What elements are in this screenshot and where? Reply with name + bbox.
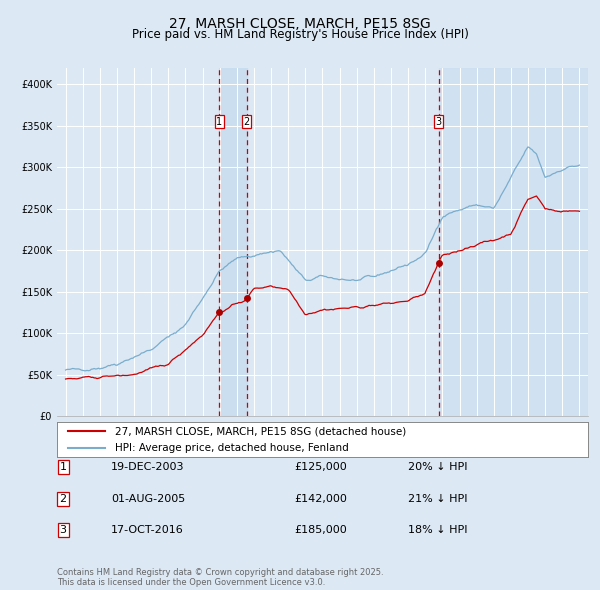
Text: 27, MARSH CLOSE, MARCH, PE15 8SG (detached house): 27, MARSH CLOSE, MARCH, PE15 8SG (detach…	[115, 427, 407, 437]
Text: 3: 3	[436, 117, 442, 127]
Text: HPI: Average price, detached house, Fenland: HPI: Average price, detached house, Fenl…	[115, 442, 349, 453]
Text: Price paid vs. HM Land Registry's House Price Index (HPI): Price paid vs. HM Land Registry's House …	[131, 28, 469, 41]
Text: £185,000: £185,000	[294, 525, 347, 535]
Text: 2: 2	[59, 494, 67, 503]
Text: 21% ↓ HPI: 21% ↓ HPI	[408, 494, 467, 503]
Text: 19-DEC-2003: 19-DEC-2003	[111, 463, 185, 472]
Text: 2: 2	[244, 117, 250, 127]
Text: 27, MARSH CLOSE, MARCH, PE15 8SG: 27, MARSH CLOSE, MARCH, PE15 8SG	[169, 17, 431, 31]
Text: 01-AUG-2005: 01-AUG-2005	[111, 494, 185, 503]
Text: £142,000: £142,000	[294, 494, 347, 503]
Text: 18% ↓ HPI: 18% ↓ HPI	[408, 525, 467, 535]
Text: £125,000: £125,000	[294, 463, 347, 472]
Text: 1: 1	[216, 117, 222, 127]
Text: 1: 1	[59, 463, 67, 472]
Text: 17-OCT-2016: 17-OCT-2016	[111, 525, 184, 535]
Bar	[219, 68, 247, 416]
Text: Contains HM Land Registry data © Crown copyright and database right 2025.
This d: Contains HM Land Registry data © Crown c…	[57, 568, 383, 587]
Text: 3: 3	[59, 525, 67, 535]
Bar	[439, 68, 588, 416]
Text: 20% ↓ HPI: 20% ↓ HPI	[408, 463, 467, 472]
